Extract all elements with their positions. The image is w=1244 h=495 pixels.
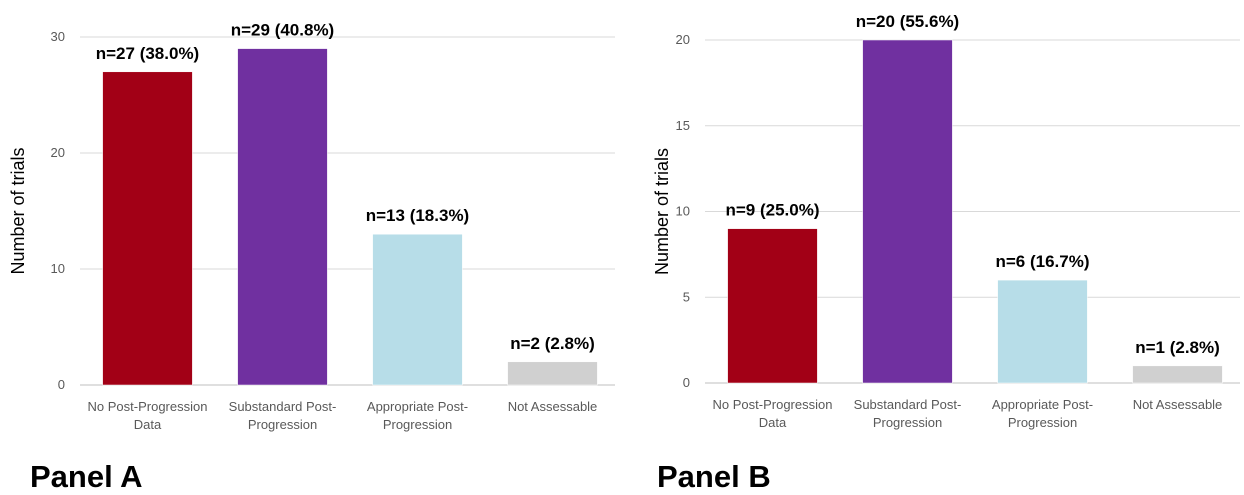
data-label: n=27 (38.0%) xyxy=(96,44,199,63)
y-tick-label: 10 xyxy=(676,204,690,219)
y-tick-label: 5 xyxy=(683,289,690,304)
bar xyxy=(997,279,1088,384)
bar xyxy=(102,71,193,386)
bar xyxy=(507,361,598,386)
x-tick-label: Data xyxy=(134,417,162,432)
x-tick-label: Progression xyxy=(1008,415,1077,430)
x-tick-label: Progression xyxy=(248,417,317,432)
bar xyxy=(237,48,328,386)
x-tick-label: Substandard Post- xyxy=(854,397,962,412)
x-tick-label: Appropriate Post- xyxy=(992,397,1093,412)
y-tick-label: 0 xyxy=(58,377,65,392)
y-tick-label: 30 xyxy=(51,29,65,44)
data-label: n=2 (2.8%) xyxy=(510,334,595,353)
bar xyxy=(1132,365,1223,384)
x-tick-label: Substandard Post- xyxy=(229,399,337,414)
x-tick-label: Not Assessable xyxy=(1133,397,1223,412)
y-axis-label: Number of trials xyxy=(8,147,28,274)
data-label: n=20 (55.6%) xyxy=(856,12,959,31)
x-tick-label: Data xyxy=(759,415,787,430)
chart-panel-1: 0 10 20 30 Number of trials n=27 (38.0%) No Po… xyxy=(8,21,615,494)
x-tick-label: Progression xyxy=(873,415,942,430)
data-label: n=9 (25.0%) xyxy=(725,201,819,220)
y-tick-label: 10 xyxy=(51,261,65,276)
x-tick-label: Progression xyxy=(383,417,452,432)
data-label: n=6 (16.7%) xyxy=(995,252,1089,271)
bar xyxy=(862,39,953,384)
y-axis-label: Number of trials xyxy=(652,148,672,275)
x-tick-label: Appropriate Post- xyxy=(367,399,468,414)
bar xyxy=(372,233,463,386)
y-tick-label: 20 xyxy=(676,32,690,47)
x-tick-label: Not Assessable xyxy=(508,399,598,414)
data-label: n=13 (18.3%) xyxy=(366,206,469,225)
y-tick-label: 0 xyxy=(683,375,690,390)
panel-label: Panel A xyxy=(30,459,143,490)
bar xyxy=(727,228,818,384)
data-label: n=29 (40.8%) xyxy=(231,21,334,40)
y-tick-label: 15 xyxy=(676,118,690,133)
data-label: n=1 (2.8%) xyxy=(1135,338,1220,357)
panel-label: Panel B xyxy=(657,459,771,490)
x-tick-label: No Post-Progression xyxy=(88,399,208,414)
y-tick-label: 20 xyxy=(51,145,65,160)
x-tick-label: No Post-Progression xyxy=(713,397,833,412)
chart-panel-2: 0 5 10 15 20 Number of trials n=9 (25.0%) No Po… xyxy=(652,12,1240,494)
